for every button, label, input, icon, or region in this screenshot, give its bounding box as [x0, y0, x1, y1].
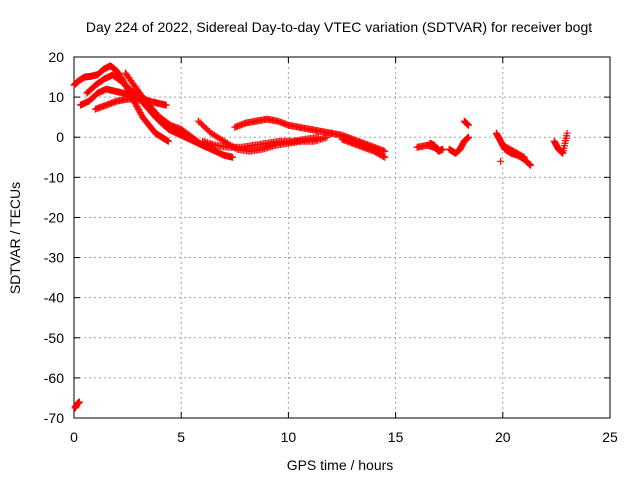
- data-point: [135, 107, 143, 115]
- y-tick-label: -20: [44, 209, 64, 225]
- data-point: [527, 161, 535, 169]
- x-tick-label: 20: [495, 429, 511, 445]
- data-point: [198, 120, 206, 128]
- series-arc-10: [338, 135, 389, 161]
- data-point: [563, 129, 571, 137]
- y-tick-label: -70: [44, 410, 64, 426]
- data-point: [134, 104, 142, 112]
- series-arc-18: [550, 129, 571, 157]
- data-point: [137, 110, 145, 118]
- series-arc-8: [199, 133, 322, 151]
- series-arc-5: [121, 69, 217, 153]
- x-tick-label: 15: [388, 429, 404, 445]
- data-points: [70, 62, 571, 412]
- series-arc-17: [497, 157, 505, 165]
- data-point: [381, 153, 389, 161]
- y-tick-label: 0: [56, 129, 64, 145]
- data-point: [201, 123, 209, 131]
- y-tick-label: -10: [44, 169, 64, 185]
- data-point: [75, 398, 83, 406]
- y-tick-label: -30: [44, 250, 64, 266]
- chart-title: Day 224 of 2022, Sidereal Day-to-day VTE…: [86, 19, 592, 35]
- y-tick-label: 10: [48, 89, 64, 105]
- data-point: [519, 153, 527, 161]
- data-point: [196, 119, 204, 127]
- y-axis-label: SDTVAR / TECUs: [7, 182, 23, 294]
- x-tick-label: 0: [70, 429, 78, 445]
- series-arc-7: [231, 115, 335, 137]
- x-tick-label: 10: [281, 429, 297, 445]
- data-point: [204, 126, 212, 134]
- x-tick-labels: 0 5 10 15 20 25: [70, 429, 618, 445]
- data-point: [381, 147, 389, 155]
- data-point: [133, 103, 141, 111]
- data-point: [525, 160, 533, 168]
- x-tick-label: 5: [177, 429, 185, 445]
- plot-frame: [73, 56, 611, 419]
- data-point: [520, 153, 528, 161]
- x-tick-label: 25: [602, 429, 618, 445]
- data-point: [229, 153, 237, 161]
- x-axis-label: GPS time / hours: [287, 457, 394, 473]
- y-tick-label: -50: [44, 330, 64, 346]
- axis-ticks: [73, 56, 611, 419]
- y-tick-labels: 20 10 0 -10 -20 -30 -40 -50 -60 -70: [44, 49, 64, 426]
- data-point: [136, 109, 144, 117]
- data-point: [135, 106, 143, 114]
- data-point: [314, 133, 322, 141]
- data-point: [202, 125, 210, 133]
- series-arc-13: [445, 133, 472, 157]
- data-point: [162, 101, 170, 109]
- data-point: [194, 117, 202, 125]
- series-arc-19: [71, 398, 83, 412]
- y-tick-label: -40: [44, 290, 64, 306]
- data-point: [464, 133, 472, 141]
- data-point: [497, 157, 505, 165]
- data-point: [164, 137, 172, 145]
- data-point: [380, 153, 388, 161]
- data-point: [132, 101, 140, 109]
- y-tick-label: -60: [44, 370, 64, 386]
- series-arc-14: [460, 117, 472, 129]
- data-point: [199, 122, 207, 130]
- series-arc-12: [426, 139, 447, 155]
- data-point: [464, 121, 472, 129]
- data-point: [526, 161, 534, 169]
- grid-lines: [74, 57, 610, 418]
- y-tick-label: 20: [48, 49, 64, 65]
- data-point: [439, 145, 447, 153]
- series-arc-16: [499, 141, 528, 161]
